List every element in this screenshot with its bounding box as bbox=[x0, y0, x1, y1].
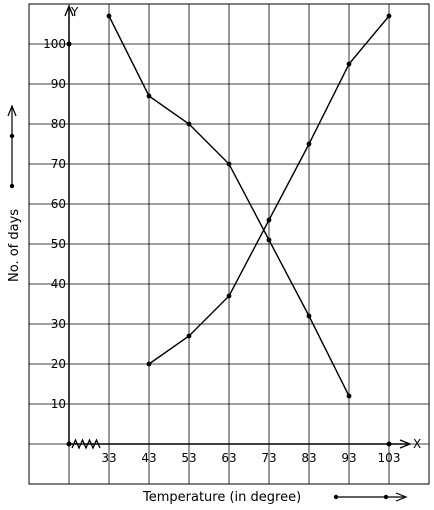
y-axis-title: No. of days bbox=[7, 209, 22, 282]
y-tick-label: 40 bbox=[51, 277, 66, 291]
x-tick-label: 53 bbox=[181, 451, 196, 465]
x-axis-title: Temperature (in degree) bbox=[142, 490, 301, 505]
y-axis-marker bbox=[66, 41, 72, 47]
data-point-series-2 bbox=[266, 217, 272, 223]
y-tick-label: 30 bbox=[51, 317, 66, 331]
data-point-series-2 bbox=[386, 13, 392, 19]
data-point-series-1 bbox=[346, 393, 352, 399]
data-point-series-2 bbox=[306, 141, 312, 147]
y-tick-label: 80 bbox=[51, 117, 66, 131]
series-layer bbox=[106, 13, 392, 399]
data-point-series-2 bbox=[226, 293, 232, 299]
y-direction-dot bbox=[9, 133, 15, 139]
x-tick-label: 63 bbox=[221, 451, 236, 465]
data-point-series-1 bbox=[106, 13, 112, 19]
y-direction-arrowhead bbox=[7, 104, 17, 117]
x-axis-arrow bbox=[399, 439, 412, 449]
axes bbox=[64, 4, 412, 450]
data-point-series-1 bbox=[186, 121, 192, 127]
y-direction-dot bbox=[9, 183, 15, 189]
y-tick-label: 100 bbox=[43, 37, 66, 51]
decorations bbox=[7, 104, 408, 502]
data-point-series-1 bbox=[146, 93, 152, 99]
y-tick-label: 60 bbox=[51, 197, 66, 211]
y-tick-label: 20 bbox=[51, 357, 66, 371]
x-tick-label: 33 bbox=[101, 451, 116, 465]
data-point-series-2 bbox=[186, 333, 192, 339]
x-direction-dot bbox=[383, 494, 389, 500]
y-tick-label: 70 bbox=[51, 157, 66, 171]
data-point-series-1 bbox=[266, 237, 272, 243]
y-tick-label: 90 bbox=[51, 77, 66, 91]
x-axis-letter: X bbox=[413, 437, 421, 451]
data-point-series-1 bbox=[226, 161, 232, 167]
x-tick-label: 83 bbox=[301, 451, 316, 465]
x-tick-label: 93 bbox=[341, 451, 356, 465]
data-point-series-1 bbox=[306, 313, 312, 319]
y-axis-arrow bbox=[64, 4, 74, 17]
y-tick-label: 10 bbox=[51, 397, 66, 411]
x-tick-label: 73 bbox=[261, 451, 276, 465]
grid bbox=[28, 3, 430, 485]
data-point-series-2 bbox=[146, 361, 152, 367]
data-point-series-2 bbox=[346, 61, 352, 67]
labels-layer: Y X 10 20 30 40 50 60 70 80 90 100 33 43 53 63 73 83 93 103… bbox=[7, 5, 421, 505]
x-tick-label: 103 bbox=[378, 451, 401, 465]
x-direction-dot bbox=[333, 494, 339, 500]
origin-point bbox=[66, 441, 72, 447]
x-axis-marker bbox=[386, 441, 392, 447]
y-axis-letter: Y bbox=[70, 5, 79, 19]
x-tick-label: 43 bbox=[141, 451, 156, 465]
axis-break-zigzag bbox=[71, 438, 101, 450]
x-direction-arrowhead bbox=[395, 492, 408, 502]
y-tick-label: 50 bbox=[51, 237, 66, 251]
